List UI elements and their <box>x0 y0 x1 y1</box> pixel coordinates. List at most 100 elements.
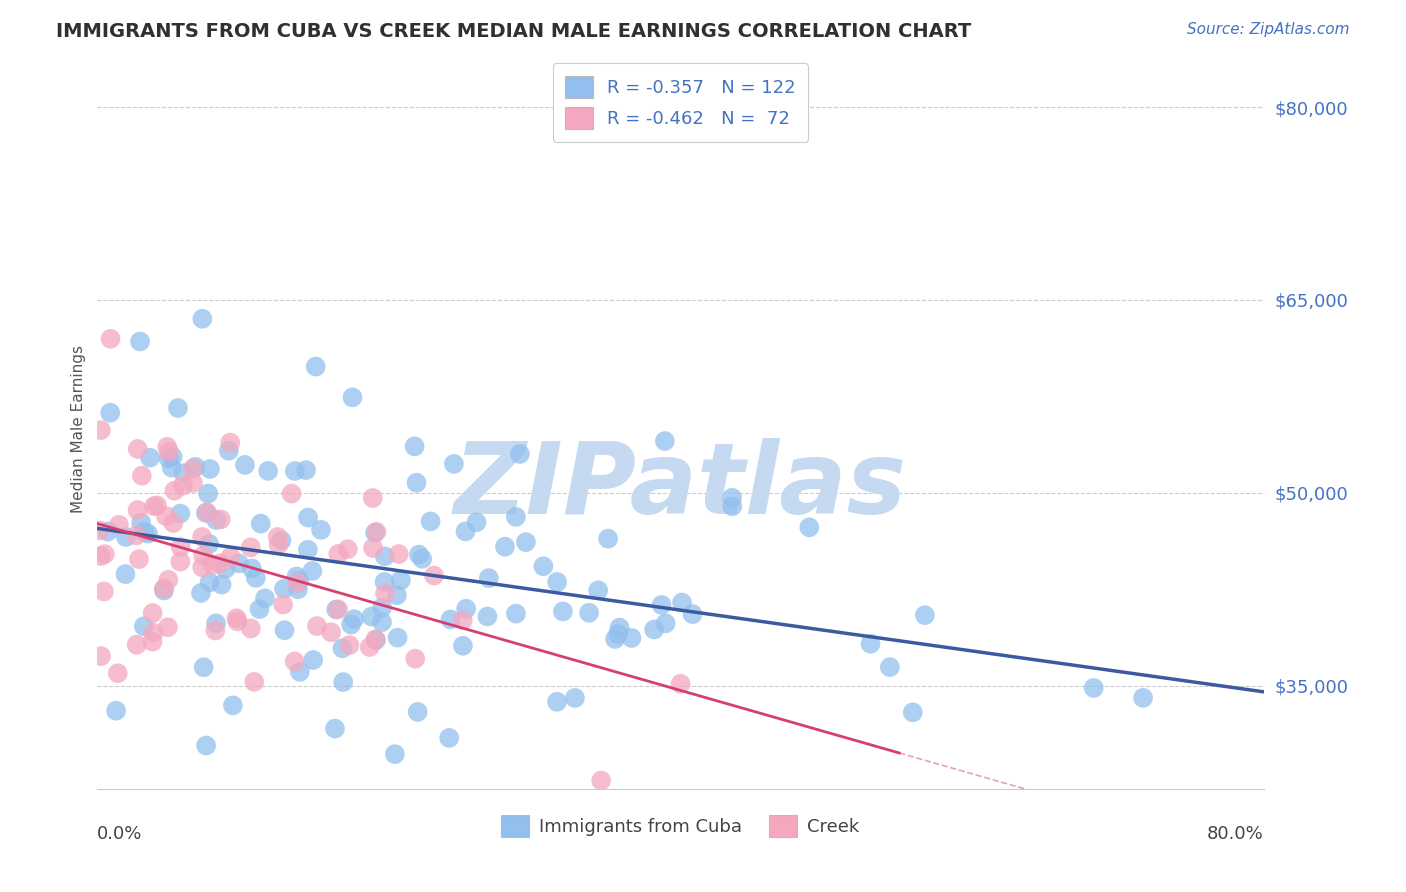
Point <box>228 557 250 571</box>
Point <box>288 665 311 679</box>
Point <box>361 541 384 555</box>
Point <box>128 552 150 566</box>
Point <box>309 523 332 537</box>
Point <box>859 637 882 651</box>
Point <box>799 520 821 534</box>
Point <box>267 537 290 551</box>
Point <box>271 598 294 612</box>
Point <box>249 602 271 616</box>
Point <box>505 509 527 524</box>
Text: IMMIGRANTS FROM CUBA VS CREEK MEDIAN MALE EARNINGS CORRELATION CHART: IMMIGRANTS FROM CUBA VS CREEK MEDIAN MAL… <box>56 22 972 41</box>
Point <box>388 547 411 561</box>
Point <box>129 516 152 530</box>
Y-axis label: Median Male Earnings: Median Male Earnings <box>72 344 86 513</box>
Point <box>342 390 364 404</box>
Point <box>142 625 165 640</box>
Point <box>620 631 643 645</box>
Point <box>546 695 568 709</box>
Point <box>273 624 295 638</box>
Point <box>107 666 129 681</box>
Point <box>531 559 554 574</box>
Point <box>437 731 460 745</box>
Point <box>98 406 121 420</box>
Point <box>215 562 238 576</box>
Point <box>191 311 214 326</box>
Point <box>139 450 162 465</box>
Point <box>671 595 693 609</box>
Point <box>411 551 433 566</box>
Point <box>90 423 112 437</box>
Point <box>366 524 388 539</box>
Point <box>266 530 288 544</box>
Point <box>211 577 233 591</box>
Point <box>184 459 207 474</box>
Point <box>287 575 309 590</box>
Point <box>209 557 232 571</box>
Point <box>226 615 249 629</box>
Point <box>721 491 744 505</box>
Point <box>405 475 427 490</box>
Point <box>197 486 219 500</box>
Point <box>384 747 406 761</box>
Point <box>1083 681 1105 695</box>
Point <box>195 739 218 753</box>
Point <box>371 615 394 629</box>
Point <box>328 547 350 561</box>
Point <box>153 583 176 598</box>
Point <box>127 503 149 517</box>
Point <box>603 632 626 646</box>
Point <box>152 582 174 596</box>
Point <box>643 623 665 637</box>
Point <box>478 571 501 585</box>
Point <box>406 705 429 719</box>
Point <box>249 516 271 531</box>
Point <box>654 616 676 631</box>
Point <box>198 462 221 476</box>
Point <box>419 515 441 529</box>
Point <box>285 569 308 583</box>
Point <box>194 506 217 520</box>
Point <box>284 655 307 669</box>
Point <box>654 434 676 448</box>
Point <box>336 542 359 557</box>
Point <box>451 639 474 653</box>
Point <box>198 537 221 551</box>
Point <box>157 573 180 587</box>
Point <box>297 542 319 557</box>
Point <box>156 440 179 454</box>
Point <box>607 627 630 641</box>
Point <box>302 653 325 667</box>
Point <box>465 516 488 530</box>
Point <box>1132 690 1154 705</box>
Point <box>343 612 366 626</box>
Point <box>169 540 191 554</box>
Point <box>305 359 328 374</box>
Point <box>162 516 184 530</box>
Point <box>89 524 111 538</box>
Point <box>198 575 221 590</box>
Point <box>301 564 323 578</box>
Point <box>97 524 120 539</box>
Point <box>564 690 586 705</box>
Point <box>505 607 527 621</box>
Text: 0.0%: 0.0% <box>97 824 143 843</box>
Point <box>219 435 242 450</box>
Point <box>297 510 319 524</box>
Point <box>114 567 136 582</box>
Point <box>682 607 704 622</box>
Point <box>389 574 412 588</box>
Point <box>385 588 408 602</box>
Point <box>136 526 159 541</box>
Point <box>359 640 381 654</box>
Point <box>404 439 426 453</box>
Point <box>443 457 465 471</box>
Point <box>651 598 673 612</box>
Point <box>191 560 214 574</box>
Text: Source: ZipAtlas.com: Source: ZipAtlas.com <box>1187 22 1350 37</box>
Point <box>305 619 328 633</box>
Point <box>146 499 169 513</box>
Point <box>361 491 384 505</box>
Point <box>90 549 112 563</box>
Point <box>295 463 318 477</box>
Point <box>901 706 924 720</box>
